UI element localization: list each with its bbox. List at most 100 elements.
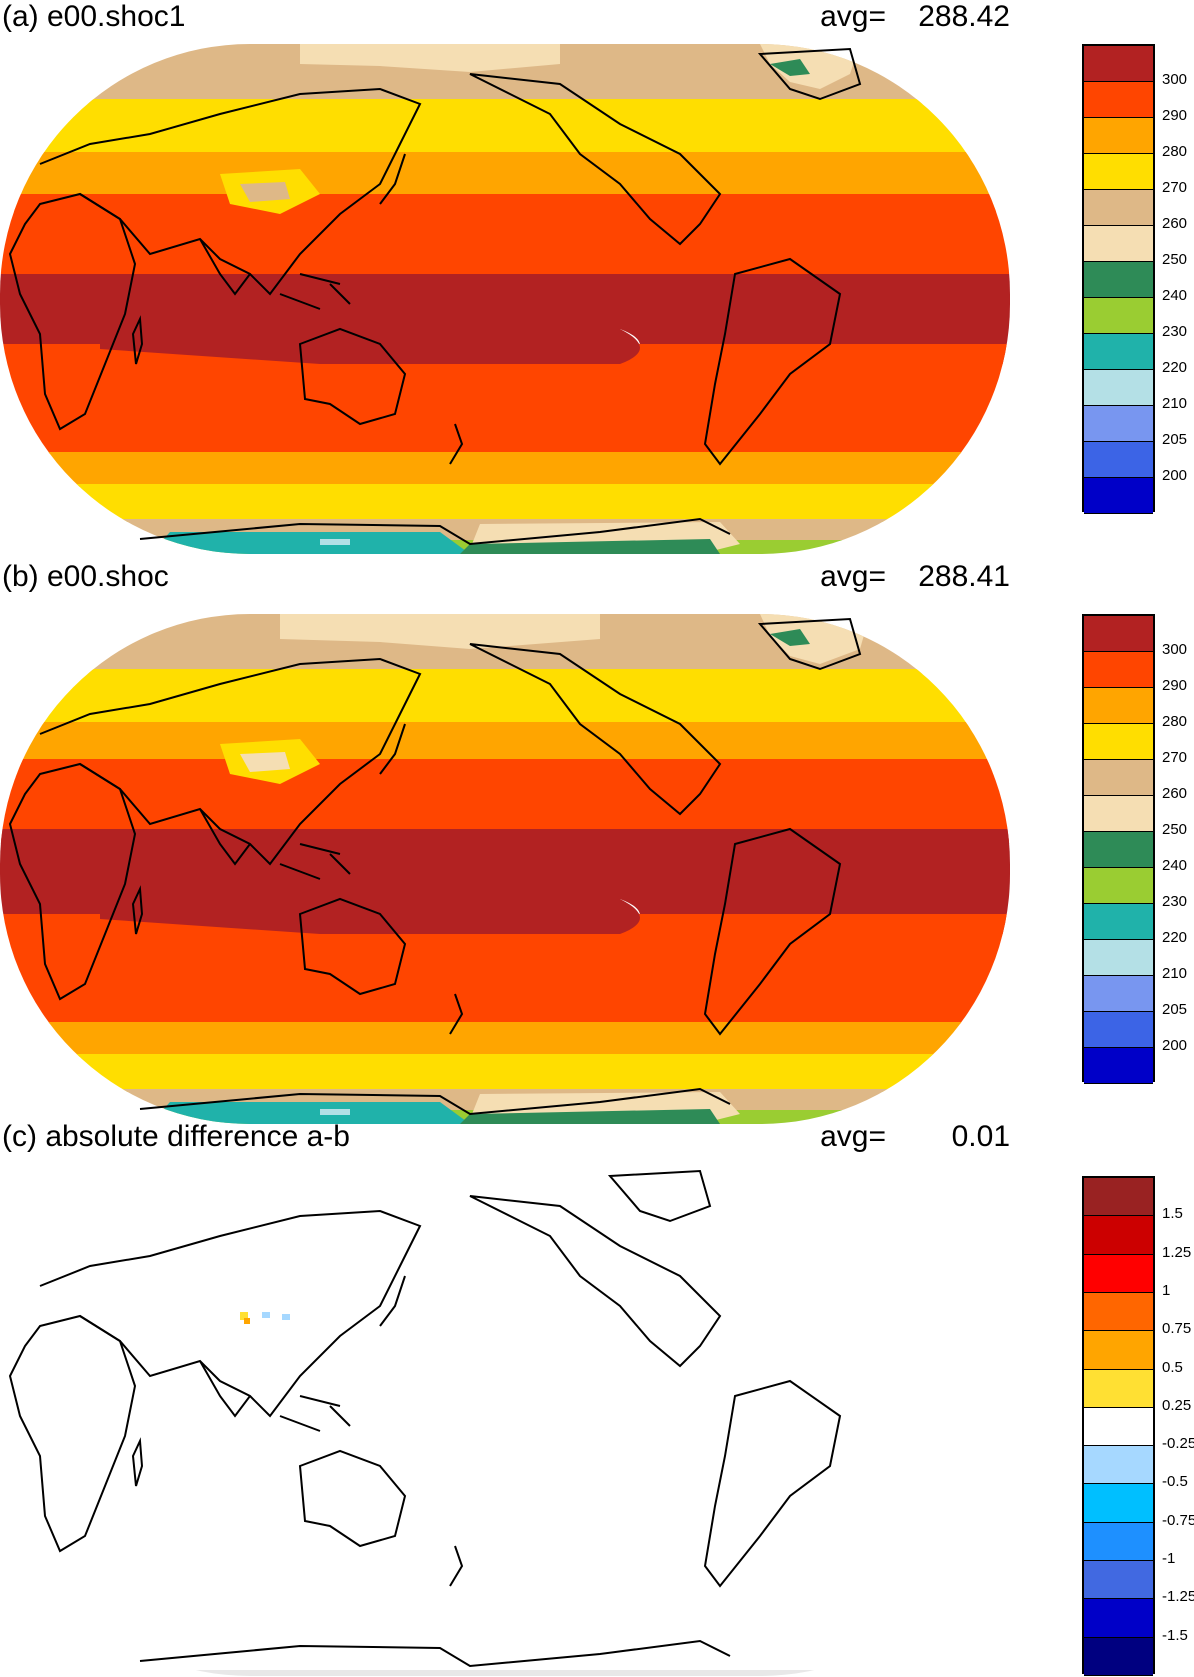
patch-a-210-antarctic [320,539,350,545]
colorbar-segment [1084,1012,1153,1048]
coast-b-antarctica [139,1087,731,1116]
coast-a-madagascar [131,315,144,365]
colorbar-segment [1084,478,1153,514]
colorbar-segment [1084,262,1153,298]
coast-b-newzealand [449,993,464,1035]
colorbar-segment [1084,442,1153,478]
colorbar-segment [1084,796,1153,832]
colorbar-label: 300 [1162,71,1188,88]
anomaly-c-negative-1 [262,1312,270,1318]
colorbar-segment [1084,226,1153,262]
colorbar-segment [1084,370,1153,406]
colorbar-segment [1084,46,1153,82]
colorbar-segment [1084,832,1153,868]
coast-b-madagascar [131,885,144,935]
coast-c-africa [8,1314,137,1553]
colorbar-label: 210 [1162,965,1188,982]
colorbar-segment [1084,190,1153,226]
colorbar-label: 1.5 [1162,1205,1183,1223]
patch-a-tibet-core [240,182,290,202]
colorbar-segment [1084,868,1153,904]
coast-b-greenland [757,617,862,671]
coast-b-eurasia [39,657,422,866]
colorbar-label: 200 [1162,1037,1188,1054]
colorbar-segment [1084,406,1153,442]
coast-c-antarctica [139,1639,731,1668]
panel-c-title: (c) absolute difference a-b [2,1120,350,1153]
colorbar-label: 220 [1162,359,1188,376]
colorbar-segment [1084,1522,1153,1562]
colorbar-segment [1084,1254,1153,1293]
colorbar-label: 260 [1162,785,1188,802]
coast-b-india [199,808,251,866]
colorbar-label: 220 [1162,929,1188,946]
coast-a-japan [379,153,406,205]
panel-c-map [0,1166,1010,1676]
coast-b-north-america [469,643,722,816]
colorbar-label: 260 [1162,215,1188,232]
coast-c-india [199,1360,251,1418]
band-b-300-south-tongue [100,899,640,934]
coast-a-indonesia [279,273,351,310]
colorbar-segment [1084,118,1153,154]
colorbar-label: 250 [1162,251,1188,268]
colorbar-segment [1084,1446,1153,1485]
patch-a-240-antarctic [460,539,720,554]
coast-c-australia [298,1449,407,1548]
panel-a-avg: avg= 288.42 [788,0,1010,34]
panel-b-avg-label: avg= [820,560,886,593]
panel-a-coastlines [8,47,862,546]
colorbar-segment [1084,334,1153,370]
coast-c-south-america [703,1379,842,1588]
panel-c-avg-value: 0.01 [951,1120,1010,1153]
patch-a-240-greenland [770,59,810,76]
patch-b-240-antarctic [460,1109,720,1124]
colorbar-label: 240 [1162,287,1188,304]
panel-c-colorbar-box [1082,1176,1155,1676]
panel-a-avg-label: avg= [820,0,886,33]
patch-b-250-arctic [280,614,600,649]
colorbar-label: -0.25 [1162,1435,1194,1453]
patch-b-240-greenland [770,629,810,646]
panel-b-avg-value: 288.41 [918,560,1010,593]
patch-b-tibet-core [240,752,290,772]
colorbar-label: 270 [1162,749,1188,766]
coast-a-australia [298,327,407,426]
colorbar-segment [1084,82,1153,118]
colorbar-label: 280 [1162,143,1188,160]
patch-a-250-arctic [300,44,560,72]
colorbar-segment [1084,1484,1153,1523]
panel-a-map [0,44,1010,554]
coast-b-indonesia [279,843,351,880]
panel-b-colorbar-box [1082,614,1155,1084]
coast-c-north-america [469,1195,722,1368]
panel-a-title: (a) e00.shoc1 [2,0,186,33]
panel-c-antarctic-edge [0,1670,1010,1676]
colorbar-label: 200 [1162,467,1188,484]
colorbar-segment [1084,1048,1153,1084]
band-a-270-north [0,99,1010,159]
panel-b-colorbar: 200 205 210 220 230 240 250 260 270 280 290 300 [1082,614,1194,1084]
colorbar-label: -1.25 [1162,1588,1194,1606]
panel-b-field [0,614,1010,1124]
colorbar-segment [1084,976,1153,1012]
colorbar-label: 205 [1162,431,1188,448]
colorbar-label: 270 [1162,179,1188,196]
anomaly-c-negative-2 [282,1314,290,1320]
band-a-280-south [0,452,1010,487]
coast-c-madagascar [131,1437,144,1487]
coast-a-eurasia [39,87,422,296]
colorbar-label: 280 [1162,713,1188,730]
panel-b-coastlines [8,617,862,1116]
colorbar-label: 230 [1162,323,1188,340]
panel-a-field [0,44,1010,554]
panel-c-background [0,1166,1010,1676]
colorbar-label: -1 [1162,1550,1176,1568]
colorbar-segment [1084,616,1153,652]
patch-b-210-antarctic [320,1109,350,1115]
panel-a-colorbar-box [1082,44,1155,514]
colorbar-segment [1084,688,1153,724]
panel-c-field [0,1166,1010,1676]
colorbar-segment [1084,652,1153,688]
coast-c-newzealand [449,1545,464,1587]
